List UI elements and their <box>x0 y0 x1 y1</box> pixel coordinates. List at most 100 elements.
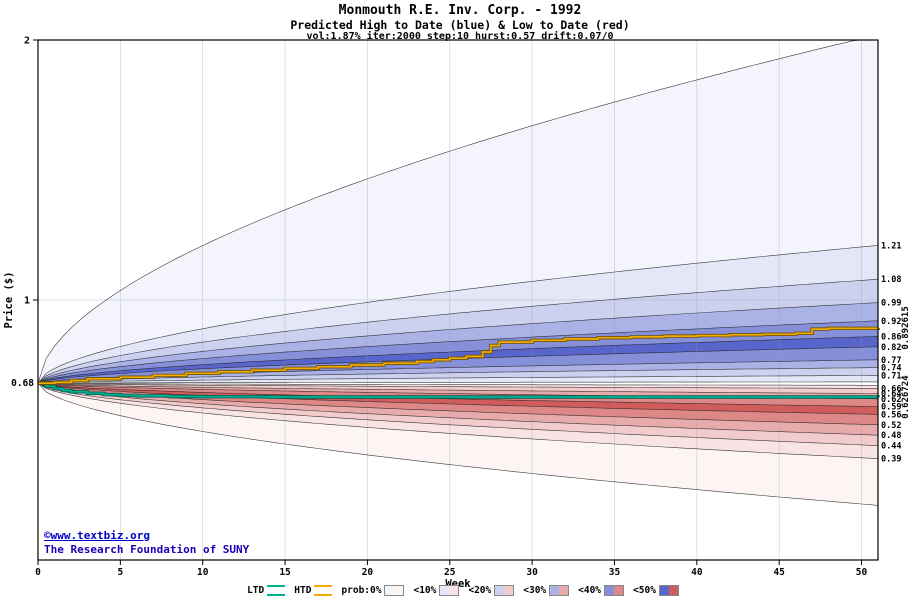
band-value-label: 0.71 <box>881 371 901 381</box>
fan-band <box>38 336 878 384</box>
fan-band <box>38 375 878 384</box>
band-boundary <box>37 382 879 446</box>
y-tick-label: 1 <box>24 296 30 307</box>
legend-label: HTD <box>294 585 312 596</box>
band-boundary <box>37 336 879 384</box>
band-boundary <box>37 320 879 384</box>
legend-probability-swatch <box>439 585 460 596</box>
band-boundary <box>37 367 879 384</box>
x-tick-label: 35 <box>609 567 621 578</box>
htd-line <box>38 327 879 385</box>
y-tick-label: 2 <box>24 36 30 47</box>
x-tick-label: 20 <box>362 567 374 578</box>
band-boundary <box>37 382 878 386</box>
x-tick-label: 10 <box>197 567 209 578</box>
band-boundary <box>37 382 879 415</box>
legend-label: <50% <box>633 585 656 596</box>
legend-probability-swatch <box>658 585 679 596</box>
fan-band <box>38 383 878 415</box>
legend-label: <20% <box>468 585 492 596</box>
legend-line-swatch <box>267 585 286 596</box>
fan-band <box>38 383 878 399</box>
band-value-label: 0.64 <box>881 390 901 400</box>
fan-band <box>38 367 878 384</box>
legend-probability-swatch <box>549 585 570 596</box>
series-lines <box>38 326 880 399</box>
legend-probability-swatch <box>494 585 515 596</box>
legend-probability-swatch <box>384 585 405 596</box>
band-boundary <box>37 375 878 384</box>
band-value-label: 0.59 <box>881 403 901 413</box>
x-tick-label: 40 <box>691 567 703 578</box>
ltd-final-label: 0.626724 <box>901 375 911 419</box>
x-tick-label: 15 <box>279 567 291 578</box>
fan-bands <box>38 40 878 506</box>
band-boundary <box>37 278 879 384</box>
fan-band <box>38 383 878 446</box>
band-boundary <box>37 382 879 459</box>
band-boundary <box>37 382 879 407</box>
axes <box>33 39 879 565</box>
x-tick-label: 45 <box>773 567 785 578</box>
band-boundary <box>37 245 879 384</box>
chart-parameters: vol:1.87% iter:2000 step:10 hurst:0.57 d… <box>306 31 614 42</box>
fan-band <box>38 346 878 384</box>
band-value-label: 0.77 <box>881 356 901 366</box>
band-value-label: 0.66 <box>881 384 901 394</box>
band-value-label: 0.52 <box>881 421 901 431</box>
y-axis-title: Price ($) <box>3 272 15 329</box>
band-value-label: 0.48 <box>881 431 901 441</box>
legend-label: prob:0% <box>341 585 382 596</box>
chart-subtitle: Predicted High to Date (blue) & Low to D… <box>290 18 630 32</box>
legend-label: <30% <box>523 585 547 596</box>
copyright-link[interactable]: ©www.textbiz.org <box>44 529 150 542</box>
fan-band <box>38 245 878 384</box>
ltd-line <box>38 382 879 398</box>
band-boundary <box>37 302 879 384</box>
band-value-label: 0.99 <box>881 299 901 309</box>
x-tick-label: 30 <box>526 567 538 578</box>
fan-band <box>38 383 878 389</box>
legend-label: <40% <box>578 585 602 596</box>
band-boundary <box>37 382 879 506</box>
legend-label: LTD <box>247 585 265 596</box>
x-tick-label: 50 <box>856 567 868 578</box>
band-boundary <box>37 382 879 394</box>
start-price-label: 0.68 <box>11 378 34 389</box>
fan-band <box>38 383 878 506</box>
fan-band <box>38 279 878 384</box>
x-tick-label: 5 <box>117 567 123 578</box>
fan-band <box>38 383 878 425</box>
fan-band <box>38 359 878 384</box>
chart-legend: LTD HTD prob:0% <10% <20% <30% <40% <50% <box>0 585 920 596</box>
band-value-label: 0.62 <box>881 395 901 405</box>
band-value-label: 0.92 <box>881 317 901 327</box>
fan-band <box>38 40 878 384</box>
fan-band <box>38 383 878 436</box>
institution-credit: The Research Foundation of SUNY <box>44 543 250 556</box>
legend-line-swatch <box>314 585 333 596</box>
htd-final-label: 0.892615 <box>901 306 911 349</box>
fan-band <box>38 383 878 407</box>
band-boundary-lines <box>37 39 879 506</box>
band-value-label: 0.39 <box>881 455 901 465</box>
band-boundary <box>37 381 878 384</box>
band-boundary <box>37 39 878 384</box>
band-value-label: 1.08 <box>881 275 901 285</box>
band-value-label: 1.21 <box>881 241 901 251</box>
fan-band <box>38 302 878 384</box>
x-tick-label: 0 <box>35 567 41 578</box>
band-value-label: 0.86 <box>881 332 901 342</box>
fan-band <box>38 383 878 459</box>
x-tick-label: 25 <box>444 567 456 578</box>
legend-label: <10% <box>413 585 437 596</box>
band-boundary <box>37 382 878 389</box>
band-value-label: 0.56 <box>881 410 901 420</box>
gridlines <box>38 40 878 560</box>
band-value-label: 0.82 <box>881 343 901 353</box>
legend-probability-swatch <box>604 585 625 596</box>
band-value-label: 0.74 <box>881 364 901 374</box>
